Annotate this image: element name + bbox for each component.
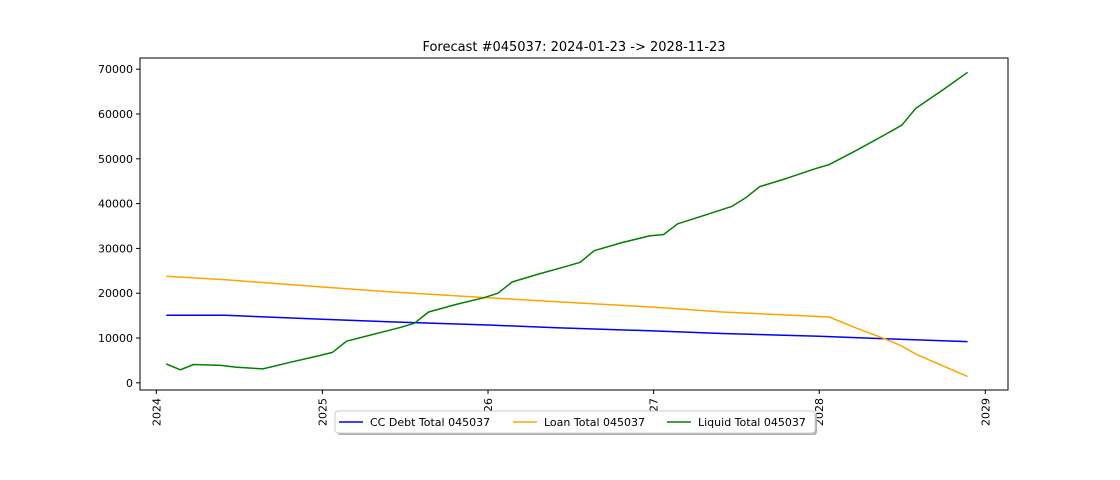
y-tick-label-40000: 40000 [98, 198, 133, 211]
y-axis: 0 10000 20000 30000 40000 50000 60000 70000 [98, 63, 140, 390]
legend: CC Debt Total 045037 Loan Total 045037 Liq… [334, 410, 817, 435]
legend-label-3: Liquid Total 045037 [698, 416, 806, 429]
legend-label-1: CC Debt Total 045037 [370, 416, 490, 429]
legend-label-2: Loan Total 045037 [544, 416, 645, 429]
chart-title: Forecast #045037: 2024-01-23 -> 2028-11-… [422, 40, 725, 55]
series-line-2 [166, 275, 968, 378]
y-tick-label-10000: 10000 [98, 332, 133, 345]
series-line-1 [166, 314, 968, 343]
series-line-3 [166, 71, 969, 371]
y-tick-label-20000: 20000 [98, 287, 133, 300]
y-tick-label-30000: 30000 [98, 242, 133, 255]
plot-frame [139, 57, 1009, 391]
y-tick-label-0: 0 [126, 377, 133, 390]
plot-lines [166, 71, 969, 378]
legend-box [334, 410, 816, 434]
x-tick-label-2025: 2025 [316, 398, 329, 426]
y-tick-label-60000: 60000 [98, 108, 133, 121]
y-tick-label-50000: 50000 [98, 153, 133, 166]
x-tick-label-2024: 2024 [150, 398, 163, 426]
x-tick-label-2029: 2029 [979, 398, 992, 426]
y-tick-label-70000: 70000 [98, 63, 133, 76]
